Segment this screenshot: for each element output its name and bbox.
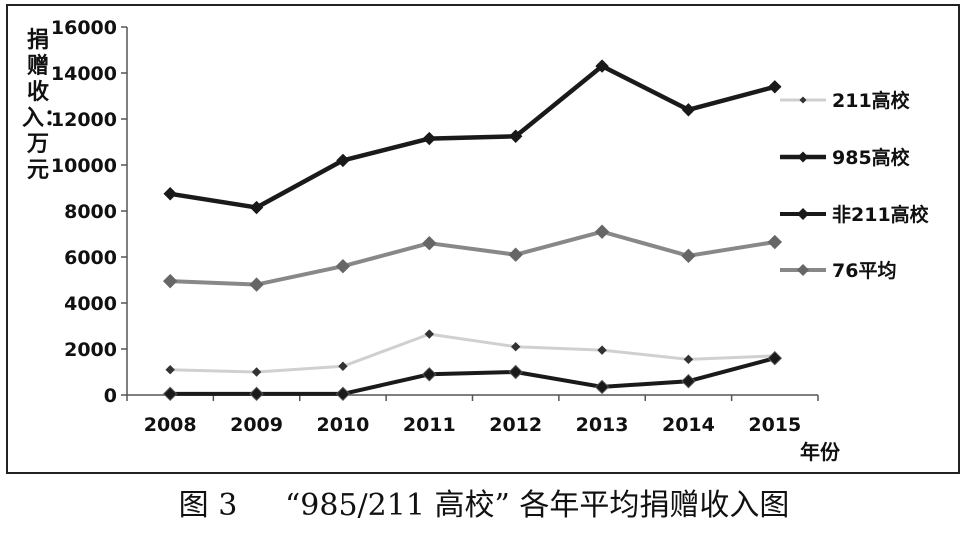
data-point [249,200,264,215]
data-point [594,224,610,239]
y-tick-label: 4000 [64,293,117,315]
x-tick-label: 2008 [144,414,197,436]
data-point [162,386,178,402]
data-point [683,354,694,365]
series-line-2 [169,63,776,210]
x-tick-label: 2013 [576,414,629,436]
x-tick-label: 2012 [489,414,542,436]
data-point [335,258,351,274]
x-tick-label: 2015 [748,414,801,436]
data-point [768,80,782,94]
data-point [422,235,437,251]
x-axis-label: 年份 [800,440,840,464]
y-tick-label: 8000 [64,201,117,223]
data-point [162,273,178,289]
x-axis-ticks: 2008 2009 2010 2011 2012 2013 2014 2015 [126,395,819,436]
legend-label: 211高校 [832,89,911,112]
series-line-1 [170,332,775,374]
y-axis-ticks: 0 2000 4000 6000 8000 10000 12000 14000 16000 [51,17,127,407]
data-point [422,131,437,146]
data-point [597,345,607,355]
legend-label: 76平均 [832,259,896,282]
y-tick-label: 10000 [51,155,117,177]
data-point [681,248,696,264]
data-point [163,187,177,201]
y-tick-label: 14000 [51,63,117,85]
data-point [681,103,696,117]
data-point [336,153,350,168]
y-tick-label: 6000 [64,247,117,269]
x-tick-label: 2009 [230,414,283,436]
data-point [510,341,521,352]
x-tick-label: 2010 [316,414,369,436]
data-point [681,373,696,389]
legend-swatch-marker [799,96,807,104]
legend-label: 非211高校 [832,203,930,226]
x-tick-label: 2014 [662,414,715,436]
y-tick-label: 0 [104,385,117,407]
legend-swatch-marker [797,264,809,276]
data-point [338,361,348,371]
y-axis-label: 捐赠收入：万元 [22,28,67,183]
figure-caption: 图 3 “985/211 高校” 各年平均捐赠收入图 [178,488,790,523]
y-tick-label: 12000 [51,109,117,131]
series-lines [169,63,776,396]
legend-swatch-marker [797,208,809,220]
y-tick-label: 16000 [51,17,117,39]
data-point [335,386,351,402]
data-point [508,129,523,143]
data-point [249,386,264,402]
data-point [251,367,262,377]
data-point [249,277,264,292]
y-tick-label: 2000 [64,339,117,361]
data-point [508,364,523,380]
series-points [162,59,783,402]
legend-label: 985高校 [832,146,911,169]
series-line-4 [170,229,776,287]
data-point [595,59,609,73]
data-point [594,379,610,395]
data-point [767,234,783,250]
series-line-3 [170,356,776,396]
data-point [165,364,175,375]
data-point [422,367,437,382]
x-tick-label: 2011 [403,414,456,436]
data-point [767,350,783,366]
legend-swatch-marker [797,151,809,163]
data-point [424,329,435,339]
data-point [508,247,523,262]
